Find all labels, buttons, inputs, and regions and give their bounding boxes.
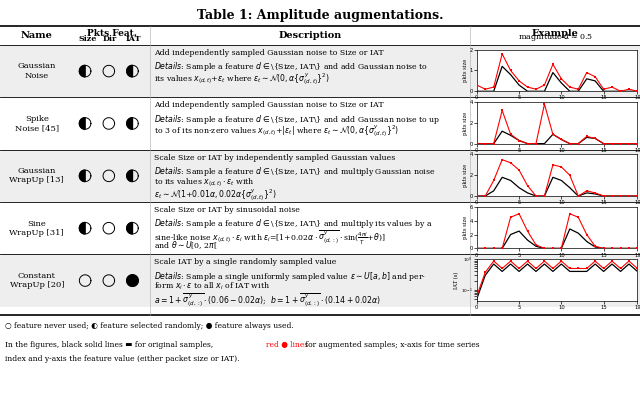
- Text: form $x_i\cdot\varepsilon$ to all $x_i$ of IAT with: form $x_i\cdot\varepsilon$ to all $x_i$ …: [154, 281, 269, 292]
- Text: In the figures, black solid lines ▬ for original samples,: In the figures, black solid lines ▬ for …: [5, 341, 216, 349]
- Text: $\it{Details}$: Sample a feature $d$$\in$\{Size, IAT\} and multiply Gaussian noi: $\it{Details}$: Sample a feature $d$$\in…: [154, 165, 435, 178]
- Text: for augmented samples; x-axis for time series: for augmented samples; x-axis for time s…: [303, 341, 480, 349]
- Polygon shape: [127, 118, 132, 129]
- Text: Constant
WrapUp [20]: Constant WrapUp [20]: [10, 272, 64, 289]
- Bar: [0, 97, 640, 150]
- Text: Gaussian
WrapUp [13]: Gaussian WrapUp [13]: [10, 167, 64, 184]
- Text: Gaussian
Noise: Gaussian Noise: [18, 63, 56, 80]
- Text: Example: Example: [532, 29, 579, 38]
- Text: its values $x_{(d,t)}$+$\varepsilon_t$ where $\varepsilon_t$$\sim$$\mathcal{N}(0: its values $x_{(d,t)}$+$\varepsilon_t$ w…: [154, 71, 330, 87]
- Text: to 3 of its non-zero values $x_{(d,t)}$+$|\varepsilon_t|$ where $\varepsilon_t$$: to 3 of its non-zero values $x_{(d,t)}$+…: [154, 124, 399, 140]
- Y-axis label: pkts size: pkts size: [463, 164, 468, 187]
- Text: red ● lines: red ● lines: [266, 341, 308, 349]
- Polygon shape: [79, 223, 85, 234]
- Text: $\it{Details}$: Sample a single uniformly sampled value $\varepsilon$$\sim$$U[a,: $\it{Details}$: Sample a single uniforml…: [154, 269, 426, 283]
- Text: Spike
Noise [45]: Spike Noise [45]: [15, 115, 59, 132]
- Text: $\it{Details}$: Sample a feature $d$$\in$\{Size, IAT\} and multiply its values b: $\it{Details}$: Sample a feature $d$$\in…: [154, 217, 432, 230]
- Text: Add independently sampled Gaussian noise to Size or IAT: Add independently sampled Gaussian noise…: [154, 101, 383, 109]
- Y-axis label: pkts size: pkts size: [463, 111, 468, 135]
- Y-axis label: pkts size: pkts size: [463, 216, 468, 239]
- Text: Add independently sampled Gaussian noise to Size or IAT: Add independently sampled Gaussian noise…: [154, 49, 383, 57]
- Text: Pkts Feat.: Pkts Feat.: [87, 29, 137, 38]
- Text: Name: Name: [21, 31, 52, 40]
- Text: and $\theta$$\sim$$U$[0, 2$\pi$[: and $\theta$$\sim$$U$[0, 2$\pi$[: [154, 240, 218, 251]
- Text: Scale Size or IAT by sinusoidal noise: Scale Size or IAT by sinusoidal noise: [154, 206, 300, 214]
- Text: IAT: IAT: [126, 35, 141, 43]
- Text: to its values $x_{(d,t)}\cdot\varepsilon_t$ with: to its values $x_{(d,t)}\cdot\varepsilon…: [154, 176, 255, 189]
- Polygon shape: [127, 170, 132, 182]
- Polygon shape: [127, 275, 138, 286]
- Polygon shape: [127, 65, 132, 77]
- Text: index and y-axis the feature value (either packet size or IAT).: index and y-axis the feature value (eith…: [5, 355, 239, 363]
- Text: magnitude $\alpha$$\approx$0.5: magnitude $\alpha$$\approx$0.5: [518, 31, 593, 43]
- Text: Scale IAT by a single randomly sampled value: Scale IAT by a single randomly sampled v…: [154, 258, 336, 266]
- Text: ○ feature never used; ◐ feature selected randomly; ● feature always used.: ○ feature never used; ◐ feature selected…: [5, 322, 294, 330]
- Text: Dir: Dir: [102, 35, 116, 43]
- Text: Description: Description: [279, 31, 342, 40]
- Text: $\it{Details}$: Sample a feature $d$$\in$\{Size, IAT\} and add Gaussian noise to: $\it{Details}$: Sample a feature $d$$\in…: [154, 113, 440, 126]
- Text: $a=1+\overline{\sigma^y_{(d,:)}}\cdot(0.06-0.02\alpha)$;  $b=1+\overline{\sigma^: $a=1+\overline{\sigma^y_{(d,:)}}\cdot(0.…: [154, 292, 381, 309]
- Polygon shape: [79, 170, 85, 182]
- Polygon shape: [79, 65, 85, 77]
- Bar: [0, 150, 640, 202]
- Y-axis label: IAT (s): IAT (s): [454, 271, 460, 289]
- Text: Table 1: Amplitude augmentations.: Table 1: Amplitude augmentations.: [196, 9, 444, 22]
- Bar: [0, 202, 640, 254]
- Text: Sine
WrapUp [31]: Sine WrapUp [31]: [10, 220, 64, 237]
- Text: $\varepsilon_t$$\sim$$\mathcal{N}(1$+$0.01\alpha, 0.02\alpha\{\sigma^y_{(d,t)}\}: $\varepsilon_t$$\sim$$\mathcal{N}(1$+$0.…: [154, 187, 276, 204]
- Text: sine-like noise $x_{(d,t)}\cdot\varepsilon_i$ with $\varepsilon_i$=[1+0.02$\alph: sine-like noise $x_{(d,t)}\cdot\varepsil…: [154, 229, 385, 247]
- Text: $\it{Details}$: Sample a feature $d$$\in$\{Size, IAT\} and add Gaussian noise to: $\it{Details}$: Sample a feature $d$$\in…: [154, 60, 428, 73]
- Text: Scale Size or IAT by independently sampled Gaussian values: Scale Size or IAT by independently sampl…: [154, 154, 395, 162]
- Bar: [0, 254, 640, 307]
- Y-axis label: pkts size: pkts size: [463, 59, 468, 82]
- Polygon shape: [127, 223, 132, 234]
- Text: Size: Size: [79, 35, 97, 43]
- Polygon shape: [79, 118, 85, 129]
- Bar: [0, 45, 640, 97]
